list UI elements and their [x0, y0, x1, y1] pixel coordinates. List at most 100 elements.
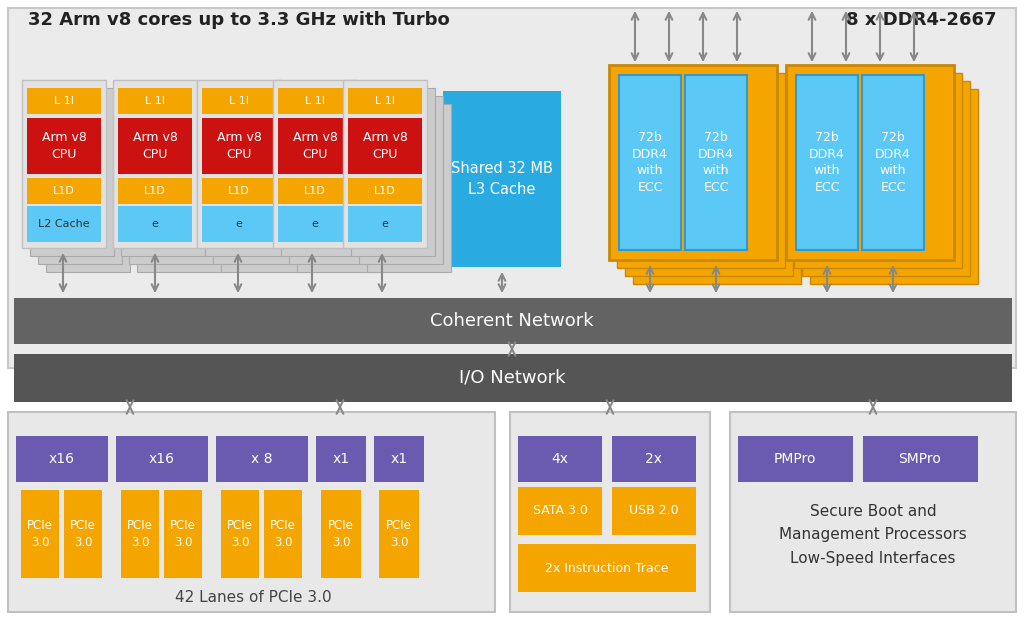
- Text: PCIe
3.0: PCIe 3.0: [270, 519, 296, 549]
- Bar: [738, 436, 853, 482]
- Text: x1: x1: [390, 452, 408, 466]
- Bar: [264, 490, 302, 578]
- Bar: [278, 118, 352, 174]
- Bar: [27, 88, 101, 114]
- Bar: [164, 490, 202, 578]
- Text: L1D: L1D: [53, 186, 75, 196]
- Bar: [618, 75, 681, 250]
- Bar: [316, 436, 366, 482]
- Text: PCIe
3.0: PCIe 3.0: [328, 519, 354, 549]
- Text: SMPro: SMPro: [899, 452, 941, 466]
- Text: L 1I: L 1I: [54, 96, 74, 106]
- Text: x16: x16: [150, 452, 175, 466]
- Text: x16: x16: [49, 452, 75, 466]
- Bar: [443, 91, 561, 267]
- Bar: [510, 412, 710, 612]
- Bar: [213, 96, 297, 264]
- Text: L1D: L1D: [144, 186, 166, 196]
- Bar: [321, 490, 361, 578]
- Bar: [273, 80, 357, 248]
- Bar: [348, 118, 422, 174]
- Bar: [786, 65, 954, 260]
- Bar: [118, 88, 193, 114]
- Bar: [278, 88, 352, 114]
- Bar: [8, 412, 495, 612]
- Bar: [351, 88, 435, 256]
- Text: L2 Cache: L2 Cache: [38, 219, 90, 229]
- Text: e: e: [236, 219, 243, 229]
- Bar: [518, 436, 602, 482]
- Text: 72b
DDR4
with
ECC: 72b DDR4 with ECC: [809, 131, 845, 194]
- Bar: [862, 75, 924, 250]
- Bar: [118, 206, 193, 242]
- Text: Arm v8
CPU: Arm v8 CPU: [362, 131, 408, 161]
- Bar: [14, 298, 1012, 344]
- Bar: [137, 104, 221, 272]
- Text: L1D: L1D: [374, 186, 396, 196]
- Bar: [113, 80, 197, 248]
- Text: Arm v8
CPU: Arm v8 CPU: [132, 131, 177, 161]
- Bar: [27, 178, 101, 204]
- Bar: [27, 118, 101, 174]
- Text: L1D: L1D: [228, 186, 250, 196]
- Bar: [202, 118, 276, 174]
- Text: I/O Network: I/O Network: [459, 369, 565, 387]
- Text: 72b
DDR4
with
ECC: 72b DDR4 with ECC: [698, 131, 734, 194]
- Text: PMPro: PMPro: [774, 452, 816, 466]
- Bar: [202, 206, 276, 242]
- Text: PCIe
3.0: PCIe 3.0: [70, 519, 96, 549]
- Bar: [202, 88, 276, 114]
- Text: 72b
DDR4
with
ECC: 72b DDR4 with ECC: [632, 131, 668, 194]
- Bar: [685, 75, 746, 250]
- Bar: [129, 96, 213, 264]
- Bar: [63, 490, 102, 578]
- Text: Arm v8
CPU: Arm v8 CPU: [293, 131, 338, 161]
- Bar: [289, 96, 373, 264]
- Text: 42 Lanes of PCIe 3.0: 42 Lanes of PCIe 3.0: [175, 591, 332, 605]
- Bar: [38, 96, 122, 264]
- Text: Coherent Network: Coherent Network: [430, 312, 594, 330]
- Bar: [348, 88, 422, 114]
- Text: e: e: [311, 219, 318, 229]
- Bar: [348, 206, 422, 242]
- Bar: [633, 89, 801, 284]
- Bar: [27, 206, 101, 242]
- Text: SATA 3.0: SATA 3.0: [532, 504, 588, 518]
- Text: L 1I: L 1I: [375, 96, 395, 106]
- Bar: [367, 104, 451, 272]
- Text: L 1I: L 1I: [229, 96, 249, 106]
- Bar: [22, 80, 106, 248]
- Bar: [118, 178, 193, 204]
- Bar: [794, 73, 962, 268]
- Bar: [22, 490, 59, 578]
- Bar: [197, 80, 281, 248]
- Text: 8 x DDR4-2667: 8 x DDR4-2667: [846, 11, 996, 29]
- Text: Arm v8
CPU: Arm v8 CPU: [42, 131, 86, 161]
- Bar: [221, 490, 259, 578]
- Bar: [221, 104, 305, 272]
- Text: x 8: x 8: [251, 452, 272, 466]
- Text: x1: x1: [333, 452, 349, 466]
- Text: Shared 32 MB
L3 Cache: Shared 32 MB L3 Cache: [451, 161, 553, 197]
- Bar: [202, 178, 276, 204]
- Bar: [730, 412, 1016, 612]
- Text: 2x Instruction Trace: 2x Instruction Trace: [545, 561, 669, 575]
- Bar: [802, 81, 970, 276]
- Text: PCIe
3.0: PCIe 3.0: [27, 519, 53, 549]
- Bar: [609, 65, 777, 260]
- Bar: [14, 354, 1012, 402]
- Text: L1D: L1D: [304, 186, 326, 196]
- Bar: [348, 178, 422, 204]
- Text: e: e: [382, 219, 388, 229]
- Bar: [796, 75, 858, 250]
- Bar: [810, 89, 978, 284]
- Text: PCIe
3.0: PCIe 3.0: [227, 519, 253, 549]
- Text: 4x: 4x: [552, 452, 568, 466]
- Bar: [121, 88, 205, 256]
- Bar: [30, 88, 114, 256]
- Bar: [359, 96, 443, 264]
- Bar: [343, 80, 427, 248]
- Text: 72b
DDR4
with
ECC: 72b DDR4 with ECC: [876, 131, 911, 194]
- Bar: [116, 436, 208, 482]
- Text: Secure Boot and
Management Processors
Low-Speed Interfaces: Secure Boot and Management Processors Lo…: [779, 504, 967, 566]
